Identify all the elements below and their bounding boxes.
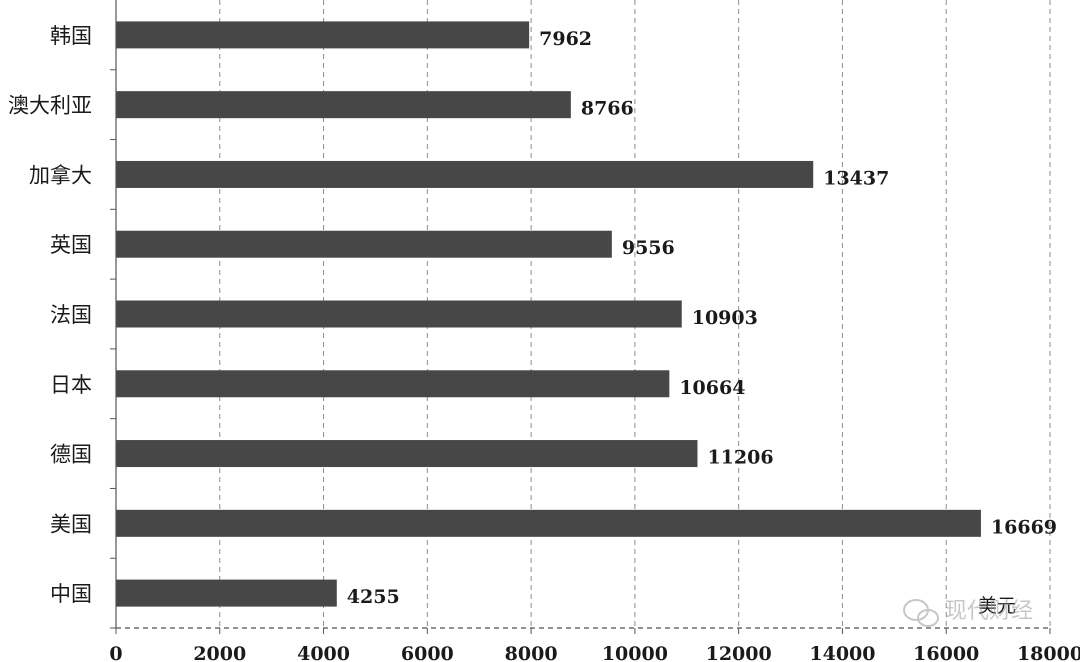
data-label: 9556 bbox=[622, 237, 675, 259]
data-label: 7962 bbox=[539, 28, 592, 50]
x-axis-ticks: 0 2000 4000 6000 8000 10000 12000 14000 16000 180… bbox=[109, 628, 1080, 662]
category-label: 法国 bbox=[50, 303, 92, 327]
category-label: 美国 bbox=[50, 512, 92, 536]
x-tick-label: 10000 bbox=[602, 643, 668, 662]
x-tick-label: 4000 bbox=[297, 643, 350, 662]
unit-label: 美元 bbox=[978, 595, 1016, 617]
data-label: 4255 bbox=[347, 586, 400, 608]
bar bbox=[116, 509, 981, 537]
data-label: 8766 bbox=[581, 98, 634, 120]
bar bbox=[116, 91, 571, 119]
x-tick-label: 6000 bbox=[401, 643, 454, 662]
bars bbox=[116, 21, 981, 607]
data-label: 10903 bbox=[692, 307, 758, 329]
watermark-text: 现代财经 bbox=[945, 599, 1033, 624]
bar bbox=[116, 440, 698, 468]
x-tick-label: 8000 bbox=[505, 643, 558, 662]
bar bbox=[116, 160, 814, 188]
category-label: 加拿大 bbox=[29, 163, 92, 187]
data-label: 13437 bbox=[823, 167, 889, 189]
x-tick-label: 2000 bbox=[193, 643, 246, 662]
category-label: 韩国 bbox=[50, 24, 92, 48]
data-labels: 7962 8766 13437 9556 10903 10664 11206 16669 425… bbox=[347, 28, 1057, 608]
category-label: 日本 bbox=[50, 373, 92, 397]
data-label: 11206 bbox=[707, 447, 773, 469]
bar bbox=[116, 300, 682, 328]
category-label: 英国 bbox=[50, 233, 92, 257]
axes bbox=[110, 0, 1050, 629]
category-label: 德国 bbox=[50, 443, 92, 467]
x-tick-label: 0 bbox=[109, 643, 122, 662]
x-tick-label: 18000 bbox=[1017, 643, 1080, 662]
data-label: 16669 bbox=[991, 516, 1057, 538]
category-label: 澳大利亚 bbox=[8, 94, 92, 118]
data-label: 10664 bbox=[679, 377, 745, 399]
x-tick-label: 16000 bbox=[913, 643, 979, 662]
bar bbox=[116, 230, 612, 258]
watermark: 现代财经 bbox=[903, 599, 1033, 627]
bar bbox=[116, 370, 670, 398]
wechat-icon bbox=[903, 599, 939, 627]
bar bbox=[116, 21, 530, 49]
x-tick-label: 14000 bbox=[809, 643, 875, 662]
bar bbox=[116, 579, 337, 607]
x-tick-label: 12000 bbox=[706, 643, 772, 662]
category-label: 中国 bbox=[50, 582, 92, 606]
